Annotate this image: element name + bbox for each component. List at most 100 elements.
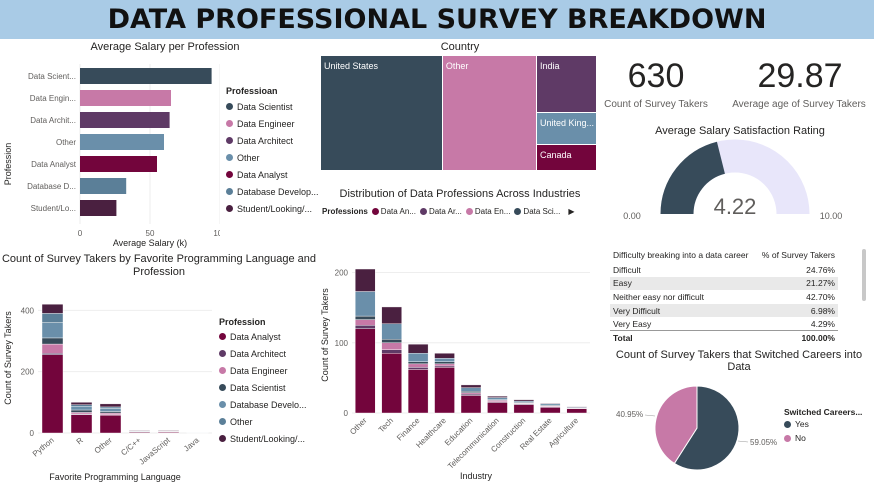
difficulty-table-container[interactable]: Difficulty breaking into a data career %… (610, 246, 838, 345)
legend-item[interactable]: Data Engineer (219, 362, 317, 379)
stacked-bar-segment[interactable] (407, 363, 429, 368)
stacked-bar-segment[interactable] (157, 430, 180, 432)
treemap-tile[interactable]: Canada (537, 144, 596, 170)
stacked-bar-segment[interactable] (407, 367, 429, 370)
stacked-bar-segment[interactable] (513, 400, 535, 403)
stacked-bar-segment[interactable] (70, 409, 93, 413)
stacked-bar-segment[interactable] (128, 430, 151, 432)
table-row[interactable]: Easy 21.27% (610, 276, 838, 291)
legend-item[interactable]: Data Engineer (226, 115, 318, 132)
stacked-bar-segment[interactable] (99, 408, 122, 412)
salary-bar[interactable] (80, 134, 164, 150)
stacked-bar-segment[interactable] (70, 414, 93, 434)
stacked-bar-segment[interactable] (434, 365, 455, 368)
stacked-bar-segment[interactable] (460, 384, 482, 388)
stacked-bar-segment[interactable] (434, 367, 455, 414)
stacked-bar-segment[interactable] (70, 406, 93, 411)
stacked-bar-segment[interactable] (355, 315, 376, 320)
industry-legend-item[interactable]: Data En... (465, 207, 510, 216)
satisfaction-gauge[interactable]: 4.22 0.00 10.00 (610, 138, 870, 226)
salary-bar[interactable] (80, 200, 117, 216)
stacked-bar-segment[interactable] (513, 404, 535, 414)
industry-legend-item[interactable]: Data Sci... (514, 207, 560, 216)
pie-legend-item-yes[interactable]: Yes (784, 417, 870, 431)
stacked-bar-segment[interactable] (99, 415, 122, 434)
stacked-bar-segment[interactable] (41, 343, 64, 354)
switched-pie-chart[interactable]: 40.95% 59.05% (610, 385, 780, 475)
stacked-bar-segment[interactable] (41, 304, 64, 314)
stacked-bar-segment[interactable] (407, 361, 429, 365)
stacked-bar-segment[interactable] (487, 400, 508, 402)
legend-item[interactable]: Database Develop... (226, 183, 318, 200)
salary-chart[interactable]: 0 50 100 Data Scient... Data Engin... Data A… (0, 56, 220, 251)
stacked-bar-segment[interactable] (381, 353, 402, 414)
legend-item[interactable]: Data Analyst (219, 328, 317, 345)
stacked-bar-segment[interactable] (566, 406, 587, 408)
stacked-bar-segment[interactable] (407, 369, 429, 414)
stacked-bar-segment[interactable] (460, 393, 482, 396)
legend-item[interactable]: Data Scientist (226, 98, 318, 115)
stacked-bar-segment[interactable] (434, 363, 455, 367)
stacked-bar-segment[interactable] (355, 268, 376, 292)
table-row[interactable]: Very Easy 4.29% (610, 317, 838, 331)
triangle-right-icon[interactable]: ▶ (568, 207, 575, 216)
stacked-bar-segment[interactable] (41, 353, 64, 356)
legend-item[interactable]: Data Analyst (226, 166, 318, 183)
stacked-bar-segment[interactable] (41, 354, 64, 434)
stacked-bar-segment[interactable] (460, 395, 482, 414)
stacked-bar-segment[interactable] (70, 404, 93, 407)
stacked-bar-segment[interactable] (41, 337, 64, 345)
stacked-bar-segment[interactable] (99, 412, 122, 415)
salary-bar[interactable] (80, 68, 212, 84)
stacked-bar-segment[interactable] (487, 395, 508, 398)
pie-legend-item-no[interactable]: No (784, 431, 870, 445)
treemap-tile[interactable]: Other (442, 56, 536, 170)
salary-bar[interactable] (80, 178, 127, 194)
stacked-bar-segment[interactable] (355, 291, 376, 317)
legend-item[interactable]: Data Architect (226, 132, 318, 149)
stacked-bar-segment[interactable] (434, 358, 455, 362)
stacked-bar-segment[interactable] (460, 387, 482, 392)
legend-item[interactable]: Student/Looking/... (226, 200, 318, 217)
stacked-bar-segment[interactable] (407, 353, 429, 362)
stacked-bar-segment[interactable] (99, 403, 122, 408)
stacked-bar-segment[interactable] (70, 402, 93, 405)
stacked-bar-segment[interactable] (434, 361, 455, 365)
stacked-bar-segment[interactable] (355, 328, 376, 414)
stacked-bar-segment[interactable] (381, 342, 402, 350)
stacked-bar-segment[interactable] (460, 391, 482, 393)
treemap-tile[interactable]: India (537, 56, 596, 112)
industry-legend-item[interactable]: Data Ar... (419, 207, 462, 216)
table-scrollbar[interactable] (862, 249, 866, 301)
stacked-bar-segment[interactable] (540, 402, 561, 405)
stacked-bar-segment[interactable] (41, 322, 64, 339)
stacked-bar-segment[interactable] (355, 319, 376, 326)
salary-bar[interactable] (80, 112, 170, 128)
stacked-bar-segment[interactable] (540, 407, 561, 414)
stacked-bar-segment[interactable] (487, 397, 508, 400)
table-row[interactable]: Very Difficult 6.98% (610, 303, 838, 318)
stacked-bar-segment[interactable] (566, 408, 587, 414)
legend-item[interactable]: Database Develo... (219, 396, 317, 413)
table-row[interactable]: Difficult 24.76% (610, 263, 838, 277)
legend-item[interactable]: Data Scientist (219, 379, 317, 396)
stacked-bar-segment[interactable] (355, 325, 376, 329)
stacked-bar-segment[interactable] (41, 313, 64, 323)
stacked-bar-segment[interactable] (434, 353, 455, 359)
table-row[interactable]: Neither easy nor difficult 42.70% (610, 290, 838, 304)
legend-item[interactable]: Student/Looking/... (219, 430, 317, 447)
salary-bar[interactable] (80, 156, 157, 172)
stacked-bar-segment[interactable] (540, 403, 561, 406)
pie-slice-no[interactable] (654, 385, 698, 465)
stacked-bar-segment[interactable] (381, 306, 402, 325)
stacked-bar-segment[interactable] (487, 402, 508, 414)
stacked-bar-segment[interactable] (513, 399, 535, 402)
legend-item[interactable]: Data Architect (219, 345, 317, 362)
stacked-bar-segment[interactable] (407, 343, 429, 354)
country-treemap[interactable]: United States Other India United King... Can… (321, 56, 597, 171)
stacked-bar-segment[interactable] (381, 339, 402, 343)
stacked-bar-segment[interactable] (99, 406, 122, 409)
stacked-bar-segment[interactable] (70, 412, 93, 415)
